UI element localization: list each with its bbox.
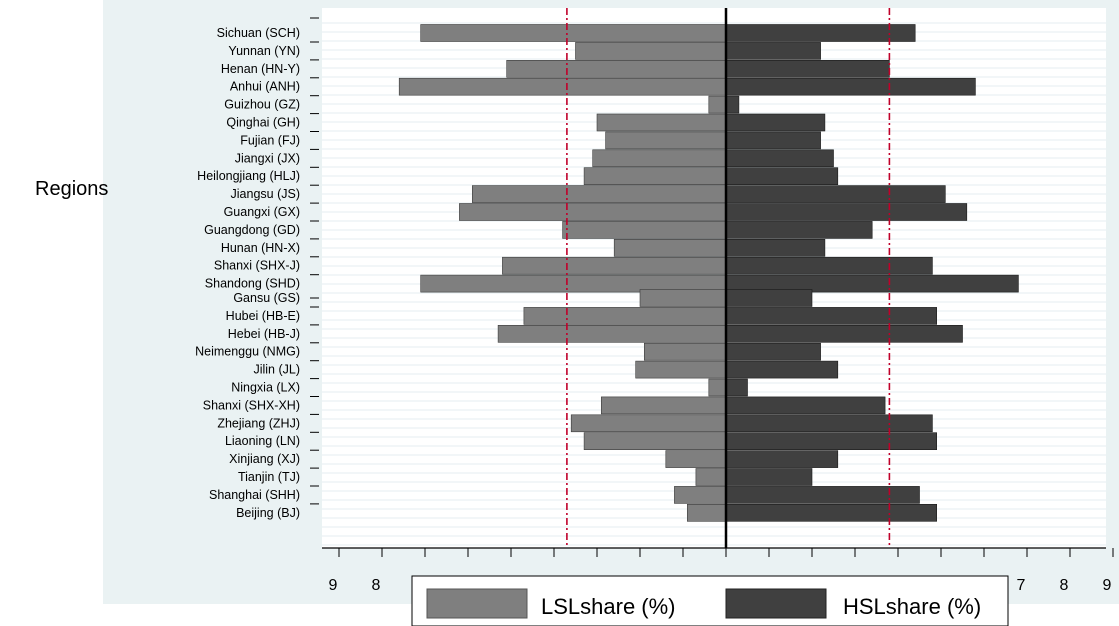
lsl-bar-yunnan-yn <box>575 42 727 60</box>
lsl-bar-jilin-jl <box>635 360 727 379</box>
lsl-bar-qinghai-gh <box>596 113 727 132</box>
hsl-bar-qinghai-gh <box>725 113 826 132</box>
hsl-bar-beijing-bj <box>725 503 937 522</box>
lsl-bar-guangxi-gx <box>459 203 727 221</box>
lsl-bars <box>398 24 727 522</box>
lsl-bar-jiangxi-jx <box>592 149 727 168</box>
category-label-guangxi-gx: Guangxi (GX) <box>224 205 300 219</box>
hsl-bar-jilin-jl <box>725 360 839 379</box>
lsl-bar-shanghai-shh <box>674 486 727 504</box>
x-tick-label: 8 <box>1060 577 1069 594</box>
hsl-bar-henan-hn-y <box>725 59 890 78</box>
lsl-bar-heilongjiang-hlj <box>583 167 727 185</box>
hsl-bar-jiangsu-js <box>725 185 946 203</box>
category-label-ningxia-lx: Ningxia (LX) <box>231 381 300 395</box>
lsl-bar-hebei-hb-j <box>497 324 727 343</box>
hsl-bar-tianjin-tj <box>725 468 813 486</box>
category-label-yunnan-yn: Yunnan (YN) <box>228 44 300 58</box>
category-label-jilin-jl: Jilin (JL) <box>253 363 300 377</box>
lsl-bar-liaoning-ln <box>583 432 727 451</box>
hsl-bars <box>724 8 1019 548</box>
category-label-heilongjiang-hlj: Heilongjiang (HLJ) <box>197 169 300 183</box>
lsl-bar-neimenggu-nmg <box>643 342 727 361</box>
category-label-guizhou-gz: Guizhou (GZ) <box>224 98 300 112</box>
lsl-bar-xinjiang-xj <box>665 450 727 468</box>
lsl-bar-guizhou-gz <box>708 95 727 114</box>
category-label-jiangsu-js: Jiangsu (JS) <box>231 187 300 201</box>
reference-lines <box>566 8 891 548</box>
lsl-bar-gansu-gs <box>639 289 727 307</box>
lsl-bar-guangdong-gd <box>562 221 727 239</box>
hsl-bar-guangdong-gd <box>725 221 873 239</box>
lsl-bar-zhejiang-zhj <box>570 414 727 433</box>
category-label-neimenggu-nmg: Neimenggu (NMG) <box>195 345 300 359</box>
hsl-bar-hebei-hb-j <box>725 324 963 343</box>
category-label-anhui-anh: Anhui (ANH) <box>230 80 300 94</box>
lsl-bar-hubei-hb-e <box>523 307 727 325</box>
hsl-bar-guizhou-gz <box>725 95 740 114</box>
lsl-bar-tianjin-tj <box>695 468 727 486</box>
category-label-shanghai-shh: Shanghai (SHH) <box>209 488 300 502</box>
category-label-shandong-shd: Shandong (SHD) <box>205 277 300 291</box>
hsl-bar-shanghai-shh <box>725 486 920 504</box>
hsl-bar-shanxi-shx-xh <box>725 396 886 415</box>
hsl-bar-jiangxi-jx <box>725 149 834 168</box>
hsl-bar-gansu-gs <box>725 289 813 307</box>
x-tick-label: 8 <box>372 577 381 594</box>
category-label-gansu-gs: Gansu (GS) <box>233 291 300 305</box>
hsl-bar-anhui-anh <box>725 77 976 96</box>
legend-label-hsl: HSLshare (%) <box>843 594 981 619</box>
category-label-fujian-fj: Fujian (FJ) <box>240 133 300 147</box>
category-label-henan-hn-y: Henan (HN-Y) <box>221 62 300 76</box>
hsl-bar-ningxia-lx <box>725 378 748 397</box>
category-label-sichuan-sch: Sichuan (SCH) <box>217 26 300 40</box>
hsl-bar-yunnan-yn <box>725 42 821 60</box>
hsl-bar-hunan-hn-x <box>725 239 826 257</box>
category-label-shanxi-shx-j: Shanxi (SHX-J) <box>214 259 300 273</box>
x-tick-label: 9 <box>329 577 338 594</box>
category-labels: Sichuan (SCH) Yunnan (YN) Henan (HN-Y) Anhu… <box>195 17 319 520</box>
category-label-beijing-bj: Beijing (BJ) <box>236 506 300 520</box>
category-label-zhejiang-zhj: Zhejiang (ZHJ) <box>217 416 300 430</box>
category-label-tianjin-tj: Tianjin (TJ) <box>238 470 300 484</box>
hsl-bar-shanxi-shx-j <box>725 256 933 275</box>
lsl-bar-ningxia-lx <box>708 378 727 397</box>
y-axis-title: Regions <box>35 178 108 200</box>
lsl-bar-fujian-fj <box>605 131 727 150</box>
category-label-hubei-hb-e: Hubei (HB-E) <box>226 309 300 323</box>
hsl-bar-xinjiang-xj <box>725 450 839 468</box>
hsl-bar-zhejiang-zhj <box>725 414 933 433</box>
lsl-bar-shanxi-shx-xh <box>600 396 727 415</box>
category-label-guangdong-gd: Guangdong (GD) <box>204 223 300 237</box>
category-label-qinghai-gh: Qinghai (GH) <box>226 116 300 130</box>
hsl-bar-heilongjiang-hlj <box>725 167 839 185</box>
lsl-bar-anhui-anh <box>398 77 727 96</box>
category-label-hebei-hb-j: Hebei (HB-J) <box>228 327 300 341</box>
category-label-hunan-hn-x: Hunan (HN-X) <box>221 241 300 255</box>
lsl-bar-sichuan-sch <box>420 24 727 42</box>
lsl-bar-beijing-bj <box>686 503 727 522</box>
category-label-xinjiang-xj: Xinjiang (XJ) <box>229 452 300 466</box>
legend: LSLshare (%) HSLshare (%) <box>411 575 1009 626</box>
category-label-jiangxi-jx: Jiangxi (JX) <box>235 151 300 165</box>
legend-label-lsl: LSLshare (%) <box>541 594 676 619</box>
lsl-bar-jiangsu-js <box>471 185 727 203</box>
hsl-bar-neimenggu-nmg <box>725 342 821 361</box>
hsl-bar-sichuan-sch <box>725 24 916 42</box>
hsl-bar-liaoning-ln <box>725 432 937 451</box>
lsl-bar-hunan-hn-x <box>613 239 727 257</box>
lsl-bar-shanxi-shx-j <box>502 256 727 275</box>
legend-swatch-hsl <box>725 588 827 619</box>
hsl-bar-guangxi-gx <box>725 203 968 221</box>
x-tick-label: 7 <box>1017 577 1026 594</box>
category-label-shanxi-shx-xh: Shanxi (SHX-XH) <box>203 398 300 412</box>
hsl-bar-fujian-fj <box>725 131 821 150</box>
category-label-liaoning-ln: Liaoning (LN) <box>225 434 300 448</box>
hsl-bar-hubei-hb-e <box>725 307 937 325</box>
x-tick-label: 9 <box>1103 577 1112 594</box>
legend-swatch-lsl <box>426 588 528 619</box>
lsl-bar-henan-hn-y <box>506 59 727 78</box>
